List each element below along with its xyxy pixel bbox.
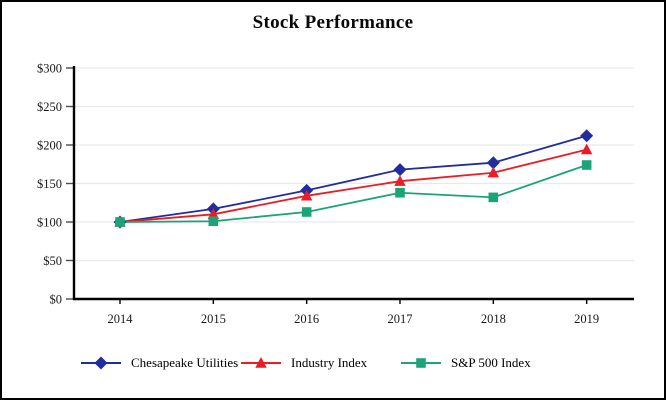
chart-legend: Chesapeake Utilities Industry Index S&P …	[2, 352, 664, 374]
data-point-triangle-marker	[580, 143, 593, 155]
data-point-triangle-marker	[487, 166, 500, 178]
y-axis-tick-label: $200	[37, 139, 62, 153]
chesapeake-utilities-diamond-icon	[81, 356, 121, 370]
data-point-square-marker	[208, 216, 219, 227]
y-axis-tick-label: $100	[37, 216, 62, 230]
data-point-diamond-marker	[580, 129, 594, 143]
legend-item-chesapeake-utilities: Chesapeake Utilities	[80, 352, 238, 374]
data-point-square-marker	[488, 192, 499, 203]
sp500-index-square-icon	[401, 358, 441, 368]
x-axis-tick-label: 2014	[108, 312, 134, 326]
legend-item-industry-index: Industry Index	[240, 352, 367, 374]
y-axis-tick-label: $300	[37, 62, 62, 76]
legend-label: Chesapeake Utilities	[131, 355, 239, 370]
y-axis-tick-label: $250	[37, 100, 62, 114]
data-point-triangle-marker	[300, 189, 313, 201]
industry-index-triangle-icon	[241, 357, 281, 368]
x-axis-tick-label: 2016	[294, 312, 319, 326]
legend-label: S&P 500 Index	[451, 355, 531, 370]
x-axis-tick-label: 2017	[387, 312, 412, 326]
x-axis-tick-label: 2019	[574, 312, 599, 326]
y-axis-tick-label: $50	[43, 254, 62, 268]
series-line-triangle	[119, 148, 587, 223]
x-axis-tick-label: 2015	[201, 312, 226, 326]
data-point-square-marker	[395, 187, 405, 198]
chart-title: Stock Performance	[252, 12, 414, 33]
legend-label: Industry Index	[291, 355, 368, 370]
legend-item-sp500-index: S&P 500 Index	[400, 352, 531, 374]
data-point-diamond-marker	[393, 163, 407, 177]
data-point-square-marker	[301, 207, 312, 217]
x-axis-tick-label: 2018	[481, 312, 506, 326]
series-line-diamond	[119, 134, 587, 223]
data-point-square-marker	[581, 160, 592, 170]
data-point-triangle-marker	[394, 175, 406, 186]
y-axis-tick-label: $0	[50, 293, 63, 307]
data-point-triangle-marker	[207, 208, 220, 219]
data-point-diamond-marker	[486, 156, 500, 170]
y-axis-tick-label: $150	[37, 177, 62, 191]
data-point-square-marker	[115, 217, 125, 227]
series-line-square	[119, 164, 587, 223]
